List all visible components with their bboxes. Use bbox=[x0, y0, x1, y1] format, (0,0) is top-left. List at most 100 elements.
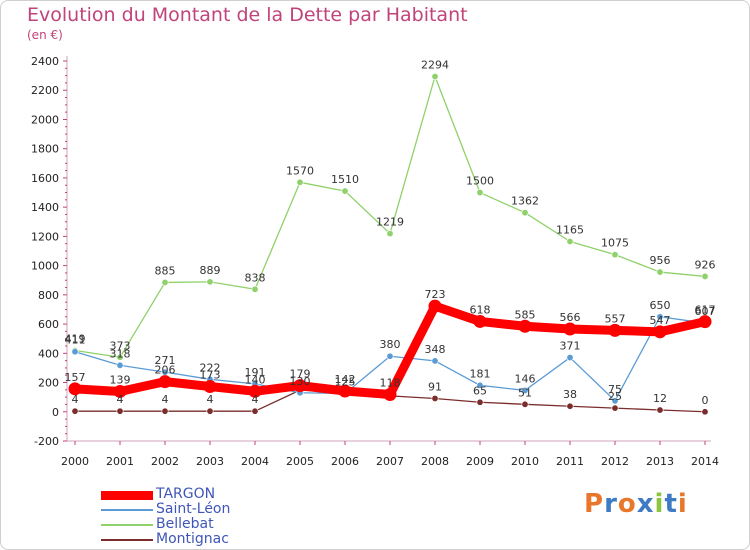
data-label: 206 bbox=[155, 364, 176, 377]
data-label: 118 bbox=[380, 377, 401, 390]
logo-letter: r bbox=[604, 489, 618, 519]
logo-letter: t bbox=[664, 489, 678, 519]
data-point bbox=[476, 398, 484, 406]
y-tick-label: 800 bbox=[38, 289, 59, 302]
data-point bbox=[161, 278, 169, 286]
y-tick-label: 1200 bbox=[31, 230, 59, 243]
data-point bbox=[566, 402, 574, 410]
legend-label: TARGON bbox=[156, 486, 216, 502]
chart-title: Evolution du Montant de la Dette par Hab… bbox=[27, 4, 468, 26]
data-point bbox=[116, 361, 124, 369]
data-point bbox=[383, 388, 397, 402]
y-tick-label: -200 bbox=[34, 435, 59, 448]
data-label: 373 bbox=[110, 339, 131, 352]
data-label: 885 bbox=[155, 264, 176, 277]
legend-swatch bbox=[101, 539, 153, 541]
data-label: 125 bbox=[335, 376, 356, 389]
data-point bbox=[701, 272, 709, 280]
data-label: 4 bbox=[162, 393, 169, 406]
data-point bbox=[611, 397, 619, 405]
chart-unit-label: (en €) bbox=[27, 28, 63, 42]
data-point bbox=[386, 230, 394, 238]
data-point bbox=[611, 404, 619, 412]
data-point bbox=[203, 379, 217, 393]
data-label: 956 bbox=[650, 254, 671, 267]
data-point bbox=[251, 285, 259, 293]
data-label: 566 bbox=[560, 311, 581, 324]
data-point bbox=[428, 299, 442, 313]
data-point bbox=[656, 268, 664, 276]
data-label: 4 bbox=[72, 393, 79, 406]
x-tick-label: 2007 bbox=[376, 455, 404, 468]
data-label: 140 bbox=[245, 373, 266, 386]
legend-label: Bellebat bbox=[156, 516, 214, 532]
data-point bbox=[566, 238, 574, 246]
data-point bbox=[296, 178, 304, 186]
legend-label: Saint-Léon bbox=[156, 501, 231, 517]
x-tick-label: 2009 bbox=[466, 455, 494, 468]
x-tick-label: 2008 bbox=[421, 455, 449, 468]
data-label: 222 bbox=[200, 361, 221, 374]
data-point bbox=[521, 400, 529, 408]
data-label: 557 bbox=[605, 312, 626, 325]
data-label: 607 bbox=[695, 305, 716, 318]
data-label: 91 bbox=[428, 380, 442, 393]
legend-swatch bbox=[101, 490, 153, 500]
x-tick-label: 2002 bbox=[151, 455, 179, 468]
data-label: 547 bbox=[650, 314, 671, 327]
data-point bbox=[206, 407, 214, 415]
data-label: 348 bbox=[425, 343, 446, 356]
chart-axes: -200020040060080010001200140016001800200… bbox=[31, 55, 719, 468]
data-point bbox=[701, 408, 709, 416]
data-point bbox=[656, 406, 664, 414]
data-point bbox=[386, 352, 394, 360]
logo-letter: i bbox=[654, 489, 665, 519]
data-label: 4 bbox=[117, 393, 124, 406]
x-tick-label: 2003 bbox=[196, 455, 224, 468]
legend-label: Montignac bbox=[156, 531, 229, 547]
data-label: 157 bbox=[65, 371, 86, 384]
data-label: 75 bbox=[608, 383, 622, 396]
y-tick-label: 1800 bbox=[31, 143, 59, 156]
data-point bbox=[563, 322, 577, 336]
data-point bbox=[521, 386, 529, 394]
logo-letter: P bbox=[584, 489, 605, 519]
series-layer bbox=[68, 72, 712, 416]
data-point bbox=[116, 353, 124, 361]
data-label: 650 bbox=[650, 299, 671, 312]
data-label: 38 bbox=[563, 388, 577, 401]
x-tick-label: 2014 bbox=[691, 455, 719, 468]
y-tick-label: 1400 bbox=[31, 201, 59, 214]
data-label: 146 bbox=[515, 372, 536, 385]
data-point bbox=[656, 313, 664, 321]
legend-swatch bbox=[101, 509, 153, 511]
data-label: 25 bbox=[608, 390, 622, 403]
data-label: 380 bbox=[380, 338, 401, 351]
x-tick-label: 2013 bbox=[646, 455, 674, 468]
y-tick-label: 400 bbox=[38, 347, 59, 360]
data-point bbox=[566, 354, 574, 362]
data-point bbox=[521, 209, 529, 217]
data-point bbox=[431, 357, 439, 365]
data-label: 181 bbox=[470, 367, 491, 380]
data-point bbox=[251, 407, 259, 415]
data-point bbox=[341, 187, 349, 195]
data-label: 191 bbox=[245, 366, 266, 379]
data-point bbox=[113, 384, 127, 398]
data-label: 371 bbox=[560, 340, 581, 353]
data-label: 1570 bbox=[286, 164, 314, 177]
data-label: 1362 bbox=[511, 195, 539, 208]
data-label: 4 bbox=[252, 393, 259, 406]
y-tick-label: 2000 bbox=[31, 113, 59, 126]
data-label: 1219 bbox=[376, 216, 404, 229]
data-label: 179 bbox=[290, 368, 311, 381]
data-point bbox=[71, 407, 79, 415]
data-label: 0 bbox=[702, 394, 709, 407]
data-label: 1165 bbox=[556, 224, 584, 237]
data-point bbox=[68, 382, 82, 396]
x-tick-label: 2006 bbox=[331, 455, 359, 468]
data-point bbox=[698, 315, 712, 329]
x-tick-label: 2001 bbox=[106, 455, 134, 468]
y-tick-label: 1000 bbox=[31, 260, 59, 273]
data-label: 142 bbox=[335, 373, 356, 386]
